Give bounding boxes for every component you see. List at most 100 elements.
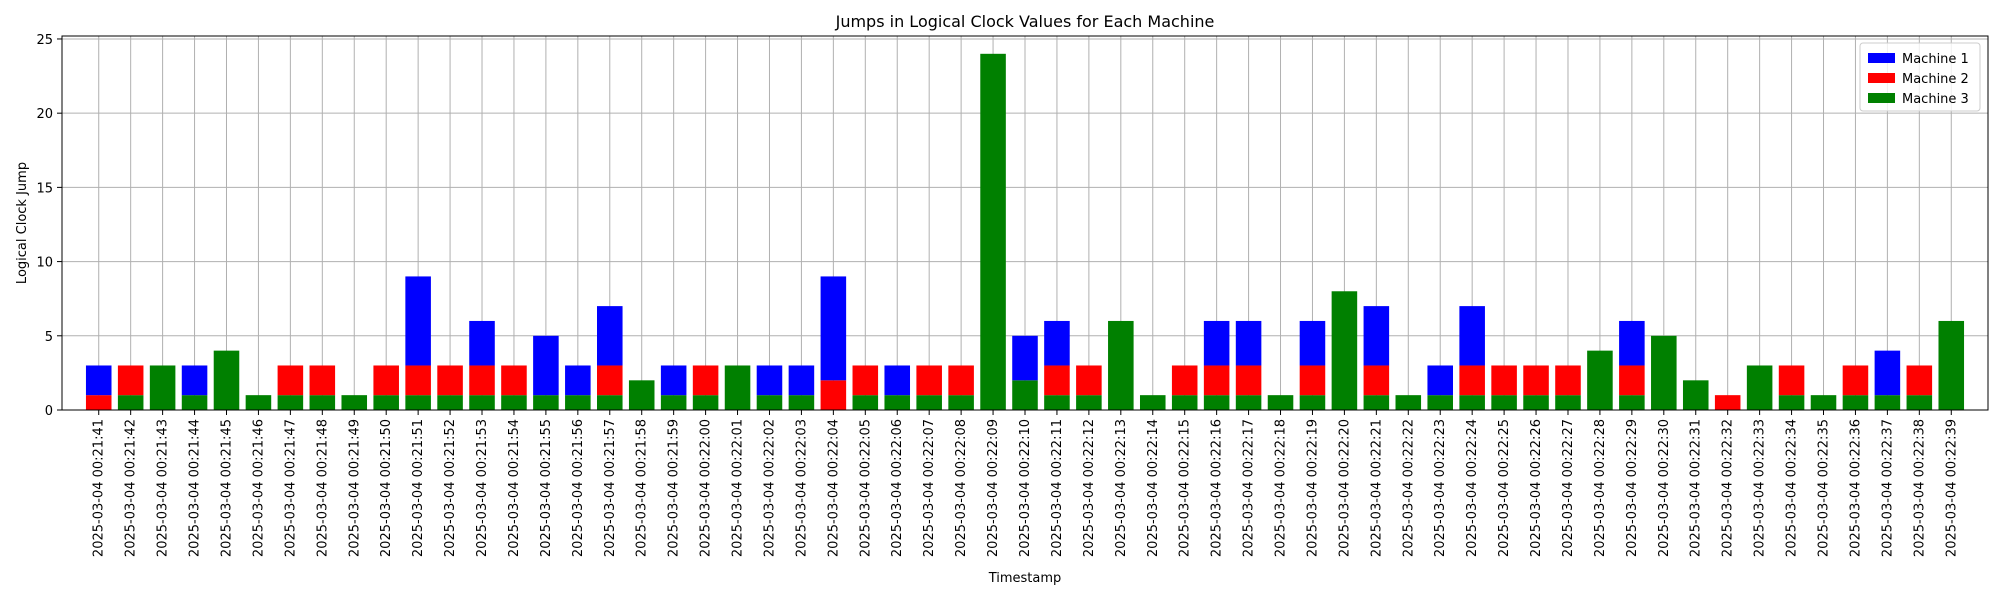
bar-machine-1 <box>1619 320 1645 366</box>
x-tick-label: 2025-03-04 00:22:12 <box>1082 419 1097 557</box>
bar-machine-2 <box>1906 365 1933 396</box>
x-tick-label: 2025-03-04 00:22:29 <box>1625 419 1640 557</box>
bar-machine-3 <box>788 395 815 410</box>
bar-machine-3 <box>660 395 687 410</box>
bar-machine-3 <box>309 395 336 410</box>
bar-machine-3 <box>1044 395 1070 410</box>
bar-machine-2 <box>469 365 495 396</box>
x-tick-label: 2025-03-04 00:22:24 <box>1465 419 1480 557</box>
x-tick-label: 2025-03-04 00:22:35 <box>1817 419 1832 557</box>
bar-machine-3 <box>1108 320 1134 410</box>
bar-machine-3 <box>628 380 655 410</box>
x-tick-label: 2025-03-04 00:21:55 <box>539 419 554 557</box>
bar-machine-1 <box>1427 365 1453 396</box>
bar-machine-3 <box>916 395 942 410</box>
bar-machine-2 <box>1203 365 1230 396</box>
x-tick-label: 2025-03-04 00:22:18 <box>1274 419 1289 557</box>
x-tick-label: 2025-03-04 00:21:41 <box>92 419 107 557</box>
bar-machine-3 <box>373 395 399 410</box>
x-tick-label: 2025-03-04 00:22:23 <box>1433 419 1448 557</box>
bar-machine-3 <box>1523 395 1549 410</box>
x-tick-label: 2025-03-04 00:21:54 <box>507 419 522 557</box>
bar-machine-3 <box>149 365 176 410</box>
bar-machine-2 <box>405 365 431 396</box>
bar-machine-3 <box>437 395 463 410</box>
y-tick-label: 10 <box>36 256 53 271</box>
bar-machine-1 <box>181 365 208 396</box>
bar-machine-2 <box>1555 365 1581 396</box>
x-tick-label: 2025-03-04 00:22:14 <box>1146 419 1161 557</box>
x-tick-label: 2025-03-04 00:22:19 <box>1305 419 1320 557</box>
bar-machine-3 <box>1651 335 1677 410</box>
bar-machine-3 <box>1874 395 1901 410</box>
x-tick-label: 2025-03-04 00:21:57 <box>603 419 618 557</box>
bar-machine-3 <box>1076 395 1102 410</box>
x-tick-label: 2025-03-04 00:22:07 <box>922 419 937 557</box>
x-tick-label: 2025-03-04 00:22:38 <box>1912 419 1927 557</box>
x-tick-label: 2025-03-04 00:22:13 <box>1114 419 1129 557</box>
bar-machine-3 <box>1459 395 1485 410</box>
x-tick-label: 2025-03-04 00:22:36 <box>1848 419 1863 557</box>
bar-machine-2 <box>1714 395 1741 410</box>
x-tick-label: 2025-03-04 00:22:33 <box>1753 419 1768 557</box>
bar-machine-1 <box>597 306 623 366</box>
bar-machine-1 <box>1459 306 1485 366</box>
x-tick-label: 2025-03-04 00:21:49 <box>347 419 362 557</box>
bar-machine-3 <box>1395 395 1422 410</box>
bar-machine-3 <box>1012 380 1038 410</box>
bar-machine-2 <box>1044 365 1070 396</box>
bar-machine-1 <box>533 335 559 396</box>
legend-swatch <box>1868 73 1895 83</box>
bar-machine-1 <box>820 276 847 381</box>
bar-machine-2 <box>852 365 879 396</box>
bar-machine-2 <box>117 365 144 396</box>
bar-machine-3 <box>213 350 240 410</box>
x-tick-label: 2025-03-04 00:22:00 <box>699 419 714 557</box>
bar-machine-1 <box>1235 320 1262 366</box>
bar-machine-2 <box>373 365 399 396</box>
x-tick-label: 2025-03-04 00:22:32 <box>1721 419 1736 557</box>
bar-machine-2 <box>309 365 336 396</box>
legend-label: Machine 2 <box>1902 72 1969 87</box>
x-tick-label: 2025-03-04 00:22:03 <box>794 419 809 557</box>
x-tick-label: 2025-03-04 00:21:45 <box>219 419 234 557</box>
bar-machine-2 <box>948 365 974 396</box>
bar-machine-1 <box>565 365 591 396</box>
bar-machine-1 <box>1363 306 1390 366</box>
x-tick-label: 2025-03-04 00:22:39 <box>1944 419 1959 557</box>
bar-machine-1 <box>788 365 815 396</box>
bar-machine-2 <box>85 395 112 410</box>
x-tick-label: 2025-03-04 00:21:59 <box>667 419 682 557</box>
bar-machine-3 <box>181 395 208 410</box>
x-tick-label: 2025-03-04 00:22:09 <box>986 419 1001 557</box>
x-tick-label: 2025-03-04 00:22:22 <box>1401 419 1416 557</box>
bar-machine-2 <box>277 365 304 396</box>
bar-machine-2 <box>1299 365 1326 396</box>
bar-machine-3 <box>724 365 751 410</box>
bars <box>85 53 1965 411</box>
bar-machine-3 <box>245 395 272 410</box>
x-tick-label: 2025-03-04 00:22:11 <box>1050 419 1065 557</box>
y-axis-label: Logical Clock Jump <box>15 162 30 284</box>
bar-machine-3 <box>1555 395 1581 410</box>
x-tick-label: 2025-03-04 00:22:01 <box>731 419 746 557</box>
x-tick-label: 2025-03-04 00:21:44 <box>188 419 203 557</box>
bar-machine-1 <box>756 365 783 396</box>
bar-machine-3 <box>692 395 719 410</box>
legend: Machine 1 Machine 2 Machine 3 <box>1859 42 1981 112</box>
x-tick-label: 2025-03-04 00:21:52 <box>443 419 458 557</box>
bar-machine-3 <box>1299 395 1326 410</box>
bar-machine-1 <box>660 365 687 396</box>
bar-machine-3 <box>1682 380 1709 410</box>
bar-machine-2 <box>437 365 463 396</box>
x-tick-label: 2025-03-04 00:21:51 <box>411 419 426 557</box>
bar-machine-2 <box>1619 365 1645 396</box>
bar-machine-2 <box>692 365 719 396</box>
x-tick-label: 2025-03-04 00:21:48 <box>315 419 330 557</box>
bar-machine-2 <box>916 365 942 396</box>
bar-machine-2 <box>1842 365 1869 396</box>
bar-machine-2 <box>597 365 623 396</box>
bar-machine-3 <box>1171 395 1198 410</box>
bar-machine-2 <box>1491 365 1517 396</box>
bar-machine-3 <box>533 395 559 410</box>
